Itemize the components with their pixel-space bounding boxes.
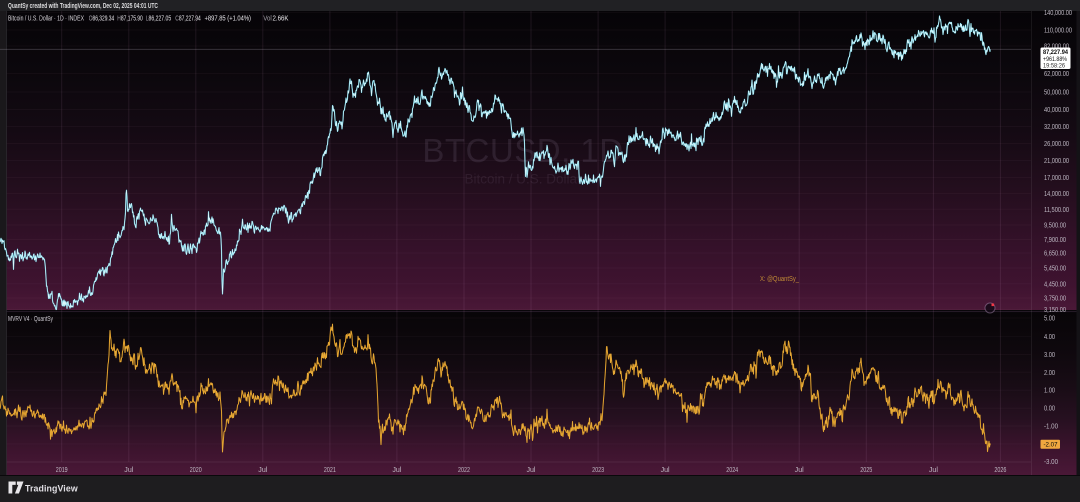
svg-text:9,500.00: 9,500.00	[1044, 221, 1066, 230]
svg-text:32,000.00: 32,000.00	[1044, 122, 1069, 131]
svg-text:110,000.00: 110,000.00	[1044, 26, 1072, 35]
svg-text:Jul: Jul	[929, 467, 938, 474]
svg-text:3.00: 3.00	[1044, 350, 1055, 359]
svg-text:-3.00: -3.00	[1044, 457, 1058, 466]
svg-text:2.66K: 2.66K	[273, 16, 289, 23]
svg-text:-1.00: -1.00	[1044, 422, 1058, 431]
svg-text:4,450.00: 4,450.00	[1044, 279, 1066, 288]
svg-text:Jul: Jul	[527, 467, 536, 474]
svg-text:2019: 2019	[56, 467, 68, 474]
svg-text:Jul: Jul	[661, 467, 670, 474]
svg-text:62,000.00: 62,000.00	[1044, 69, 1069, 78]
svg-text:QuantSy created with TradingVi: QuantSy created with TradingView.com, De…	[8, 3, 158, 10]
svg-text:1.00: 1.00	[1044, 386, 1055, 395]
svg-text:2.00: 2.00	[1044, 368, 1055, 377]
svg-text:26,000.00: 26,000.00	[1044, 139, 1069, 148]
svg-text:L86,227.05: L86,227.05	[146, 16, 172, 23]
svg-text:X: @QuantSy_: X: @QuantSy_	[760, 276, 799, 283]
svg-text:Jul: Jul	[258, 467, 267, 474]
svg-text:6,650.00: 6,650.00	[1044, 249, 1066, 258]
svg-text:11,500.00: 11,500.00	[1044, 205, 1069, 214]
svg-text:BTCUSD, 1D: BTCUSD, 1D	[422, 132, 623, 169]
svg-text:+897.85 (+1.04%): +897.85 (+1.04%)	[205, 16, 252, 23]
svg-text:TradingView: TradingView	[25, 484, 78, 494]
svg-text:2020: 2020	[190, 467, 202, 474]
svg-text:4.00: 4.00	[1044, 332, 1055, 341]
svg-text:Jul: Jul	[392, 467, 401, 474]
svg-text:3,150.00: 3,150.00	[1044, 305, 1066, 314]
svg-text:Vol: Vol	[263, 16, 272, 23]
svg-text:7,900.00: 7,900.00	[1044, 235, 1066, 244]
svg-text:Bitcoin / U.S. Dollar: Bitcoin / U.S. Dollar	[464, 172, 582, 187]
svg-text:40,000.00: 40,000.00	[1044, 105, 1069, 114]
svg-text:19:58:26: 19:58:26	[1043, 62, 1065, 69]
svg-text:-2.07: -2.07	[1044, 442, 1058, 449]
svg-text:14,000.00: 14,000.00	[1044, 189, 1069, 198]
svg-text:2022: 2022	[458, 467, 470, 474]
svg-text:2021: 2021	[324, 467, 336, 474]
svg-text:H87,175.90: H87,175.90	[117, 16, 143, 23]
svg-text:Jul: Jul	[124, 467, 133, 474]
svg-text:Bitcoin / U.S. Dollar · 1D · I: Bitcoin / U.S. Dollar · 1D · INDEX	[8, 16, 84, 23]
svg-text:17,000.00: 17,000.00	[1044, 173, 1069, 182]
svg-text:140,000.00: 140,000.00	[1044, 8, 1072, 17]
svg-text:5.00: 5.00	[1044, 314, 1055, 323]
svg-text:21,000.00: 21,000.00	[1044, 156, 1069, 165]
svg-text:2024: 2024	[726, 467, 738, 474]
svg-text:+961.88%: +961.88%	[1043, 56, 1067, 63]
svg-text:0.00: 0.00	[1044, 404, 1055, 413]
svg-text:2023: 2023	[592, 467, 604, 474]
svg-text:3,750.00: 3,750.00	[1044, 294, 1066, 303]
svg-text:5,450.00: 5,450.00	[1044, 264, 1066, 273]
svg-text:MVRV V4 · QuantSy: MVRV V4 · QuantSy	[8, 316, 53, 323]
svg-text:87,227.94: 87,227.94	[1043, 49, 1068, 56]
svg-text:2025: 2025	[860, 467, 872, 474]
svg-text:O86,329.34: O86,329.34	[89, 16, 115, 23]
svg-text:C87,227.94: C87,227.94	[175, 16, 201, 23]
svg-text:50,000.00: 50,000.00	[1044, 88, 1069, 97]
svg-text:Jul: Jul	[795, 467, 804, 474]
svg-text:82,000.00: 82,000.00	[1044, 42, 1069, 51]
svg-text:2026: 2026	[994, 467, 1006, 474]
